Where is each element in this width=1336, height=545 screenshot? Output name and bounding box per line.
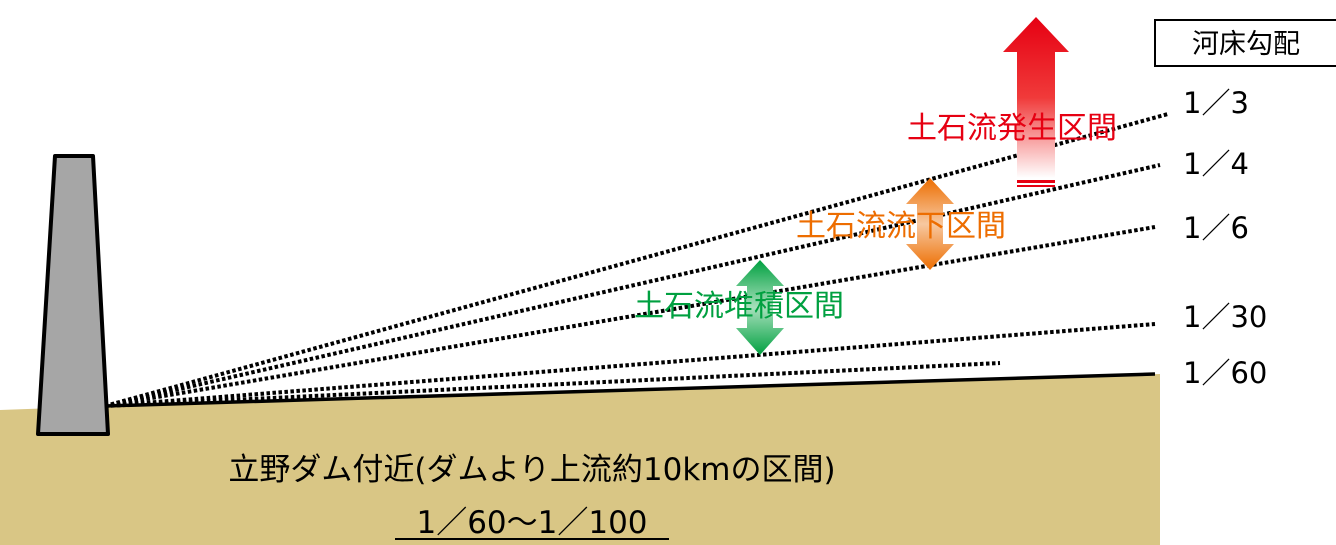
gradient-label: 1／3 <box>1183 86 1249 120</box>
gradient-labels: 1／3 1／4 1／6 1／30 1／60 <box>1183 86 1267 390</box>
gradient-line-1-30 <box>104 322 1156 408</box>
dam-structure <box>36 154 110 436</box>
ground-area <box>0 374 1160 545</box>
generation-zone-label: 土石流発生区間 <box>907 111 1117 146</box>
gradient-label: 1／4 <box>1183 147 1249 181</box>
gradient-label: 1／6 <box>1183 211 1249 245</box>
gradient-line-1-3 <box>104 112 1169 408</box>
deposition-zone-arrow <box>736 260 784 355</box>
flow-zone-label: 土石流流下区間 <box>796 209 1006 244</box>
gradient-title-box: 河床勾配 <box>1154 19 1336 67</box>
gradient-label: 1／60 <box>1183 356 1267 390</box>
gradient-line-1-60 <box>104 361 1001 408</box>
gradient-title-label: 河床勾配 <box>1192 29 1300 60</box>
deposition-zone-label: 土石流堆積区間 <box>634 289 844 324</box>
ground-location-label: 立野ダム付近(ダムより上流約10kmの区間) <box>228 452 835 488</box>
generation-zone-arrow <box>1003 17 1069 187</box>
gradient-line-1-4 <box>104 163 1161 408</box>
gradient-label: 1／30 <box>1183 300 1267 334</box>
flow-zone-arrow <box>906 178 954 270</box>
ground-surface-line <box>104 372 1156 408</box>
ground-gradient-label: 1／60～1／100 <box>416 505 647 541</box>
gradient-lines <box>104 112 1169 408</box>
